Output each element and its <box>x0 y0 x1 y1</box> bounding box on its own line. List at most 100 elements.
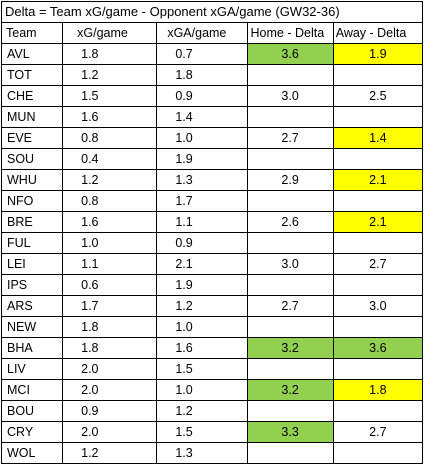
xg-cell[interactable]: 2.0 <box>62 358 158 380</box>
team-cell[interactable]: NFO <box>0 190 64 212</box>
team-cell[interactable]: BRE <box>0 211 64 233</box>
xg-cell[interactable]: 1.6 <box>62 211 158 233</box>
xga-cell[interactable]: 0.7 <box>156 43 248 65</box>
home-delta-cell[interactable] <box>246 232 334 254</box>
xg-cell[interactable]: 1.7 <box>62 295 158 317</box>
team-cell[interactable]: CRY <box>0 421 64 443</box>
away-delta-cell[interactable] <box>332 358 424 380</box>
away-delta-cell[interactable]: 2.7 <box>332 253 424 275</box>
home-delta-cell[interactable]: 3.3 <box>246 421 334 443</box>
home-delta-cell[interactable] <box>246 190 334 212</box>
home-delta-cell[interactable] <box>246 358 334 380</box>
xga-cell[interactable]: 1.1 <box>156 211 248 233</box>
header-home-delta[interactable]: Home - Delta <box>246 22 334 44</box>
away-delta-cell[interactable]: 2.1 <box>332 211 424 233</box>
home-delta-cell[interactable] <box>246 400 334 422</box>
xga-cell[interactable]: 1.2 <box>156 295 248 317</box>
home-delta-cell[interactable]: 3.0 <box>246 85 334 107</box>
xg-cell[interactable]: 1.2 <box>62 64 158 86</box>
home-delta-cell[interactable] <box>246 442 334 464</box>
team-cell[interactable]: LIV <box>0 358 64 380</box>
header-away-delta[interactable]: Away - Delta <box>332 22 424 44</box>
home-delta-cell[interactable] <box>246 274 334 296</box>
away-delta-cell[interactable] <box>332 400 424 422</box>
xg-cell[interactable]: 1.0 <box>62 232 158 254</box>
away-delta-cell[interactable] <box>332 442 424 464</box>
team-cell[interactable]: AVL <box>0 43 64 65</box>
xg-cell[interactable]: 0.8 <box>62 190 158 212</box>
xg-cell[interactable]: 1.6 <box>62 106 158 128</box>
xga-cell[interactable]: 1.5 <box>156 421 248 443</box>
home-delta-cell[interactable] <box>246 64 334 86</box>
xg-cell[interactable]: 1.2 <box>62 442 158 464</box>
xga-cell[interactable]: 1.6 <box>156 337 248 359</box>
team-cell[interactable]: ARS <box>0 295 64 317</box>
away-delta-cell[interactable]: 2.1 <box>332 169 424 191</box>
xg-cell[interactable]: 1.5 <box>62 85 158 107</box>
xga-cell[interactable]: 2.1 <box>156 253 248 275</box>
team-cell[interactable]: CHE <box>0 85 64 107</box>
team-cell[interactable]: WOL <box>0 442 64 464</box>
away-delta-cell[interactable]: 3.6 <box>332 337 424 359</box>
xga-cell[interactable]: 1.4 <box>156 106 248 128</box>
team-cell[interactable]: NEW <box>0 316 64 338</box>
home-delta-cell[interactable]: 3.2 <box>246 337 334 359</box>
home-delta-cell[interactable]: 2.9 <box>246 169 334 191</box>
team-cell[interactable]: TOT <box>0 64 64 86</box>
away-delta-cell[interactable] <box>332 232 424 254</box>
away-delta-cell[interactable] <box>332 64 424 86</box>
away-delta-cell[interactable] <box>332 106 424 128</box>
xg-cell[interactable]: 2.0 <box>62 379 158 401</box>
xga-cell[interactable]: 1.9 <box>156 274 248 296</box>
away-delta-cell[interactable]: 3.0 <box>332 295 424 317</box>
away-delta-cell[interactable] <box>332 148 424 170</box>
xga-cell[interactable]: 1.2 <box>156 400 248 422</box>
xg-cell[interactable]: 0.9 <box>62 400 158 422</box>
xga-cell[interactable]: 1.8 <box>156 64 248 86</box>
away-delta-cell[interactable] <box>332 190 424 212</box>
home-delta-cell[interactable]: 2.7 <box>246 127 334 149</box>
header-xg-per-game[interactable]: xG/game <box>62 22 158 44</box>
xga-cell[interactable]: 1.0 <box>156 379 248 401</box>
xg-cell[interactable]: 1.1 <box>62 253 158 275</box>
xga-cell[interactable]: 0.9 <box>156 232 248 254</box>
xg-cell[interactable]: 2.0 <box>62 421 158 443</box>
xga-cell[interactable]: 1.0 <box>156 127 248 149</box>
header-xga-per-game[interactable]: xGA/game <box>156 22 248 44</box>
xga-cell[interactable]: 1.7 <box>156 190 248 212</box>
xga-cell[interactable]: 1.3 <box>156 442 248 464</box>
away-delta-cell[interactable]: 1.4 <box>332 127 424 149</box>
away-delta-cell[interactable]: 1.9 <box>332 43 424 65</box>
home-delta-cell[interactable]: 3.2 <box>246 379 334 401</box>
xg-cell[interactable]: 1.8 <box>62 337 158 359</box>
table-title[interactable]: Delta = Team xG/game - Opponent xGA/game… <box>1 1 423 23</box>
away-delta-cell[interactable] <box>332 316 424 338</box>
xga-cell[interactable]: 0.9 <box>156 85 248 107</box>
team-cell[interactable]: BOU <box>0 400 64 422</box>
team-cell[interactable]: EVE <box>0 127 64 149</box>
team-cell[interactable]: WHU <box>0 169 64 191</box>
team-cell[interactable]: SOU <box>0 148 64 170</box>
team-cell[interactable]: MCI <box>0 379 64 401</box>
xg-cell[interactable]: 0.4 <box>62 148 158 170</box>
xg-cell[interactable]: 0.8 <box>62 127 158 149</box>
home-delta-cell[interactable]: 2.6 <box>246 211 334 233</box>
team-cell[interactable]: MUN <box>0 106 64 128</box>
xg-cell[interactable]: 1.8 <box>62 316 158 338</box>
away-delta-cell[interactable]: 2.5 <box>332 85 424 107</box>
home-delta-cell[interactable]: 2.7 <box>246 295 334 317</box>
home-delta-cell[interactable] <box>246 148 334 170</box>
away-delta-cell[interactable]: 1.8 <box>332 379 424 401</box>
xg-cell[interactable]: 1.2 <box>62 169 158 191</box>
home-delta-cell[interactable]: 3.0 <box>246 253 334 275</box>
away-delta-cell[interactable] <box>332 274 424 296</box>
home-delta-cell[interactable] <box>246 316 334 338</box>
header-team[interactable]: Team <box>0 22 64 44</box>
xga-cell[interactable]: 1.0 <box>156 316 248 338</box>
away-delta-cell[interactable]: 2.7 <box>332 421 424 443</box>
xg-cell[interactable]: 0.6 <box>62 274 158 296</box>
home-delta-cell[interactable]: 3.6 <box>246 43 334 65</box>
team-cell[interactable]: BHA <box>0 337 64 359</box>
team-cell[interactable]: LEI <box>0 253 64 275</box>
xga-cell[interactable]: 1.3 <box>156 169 248 191</box>
